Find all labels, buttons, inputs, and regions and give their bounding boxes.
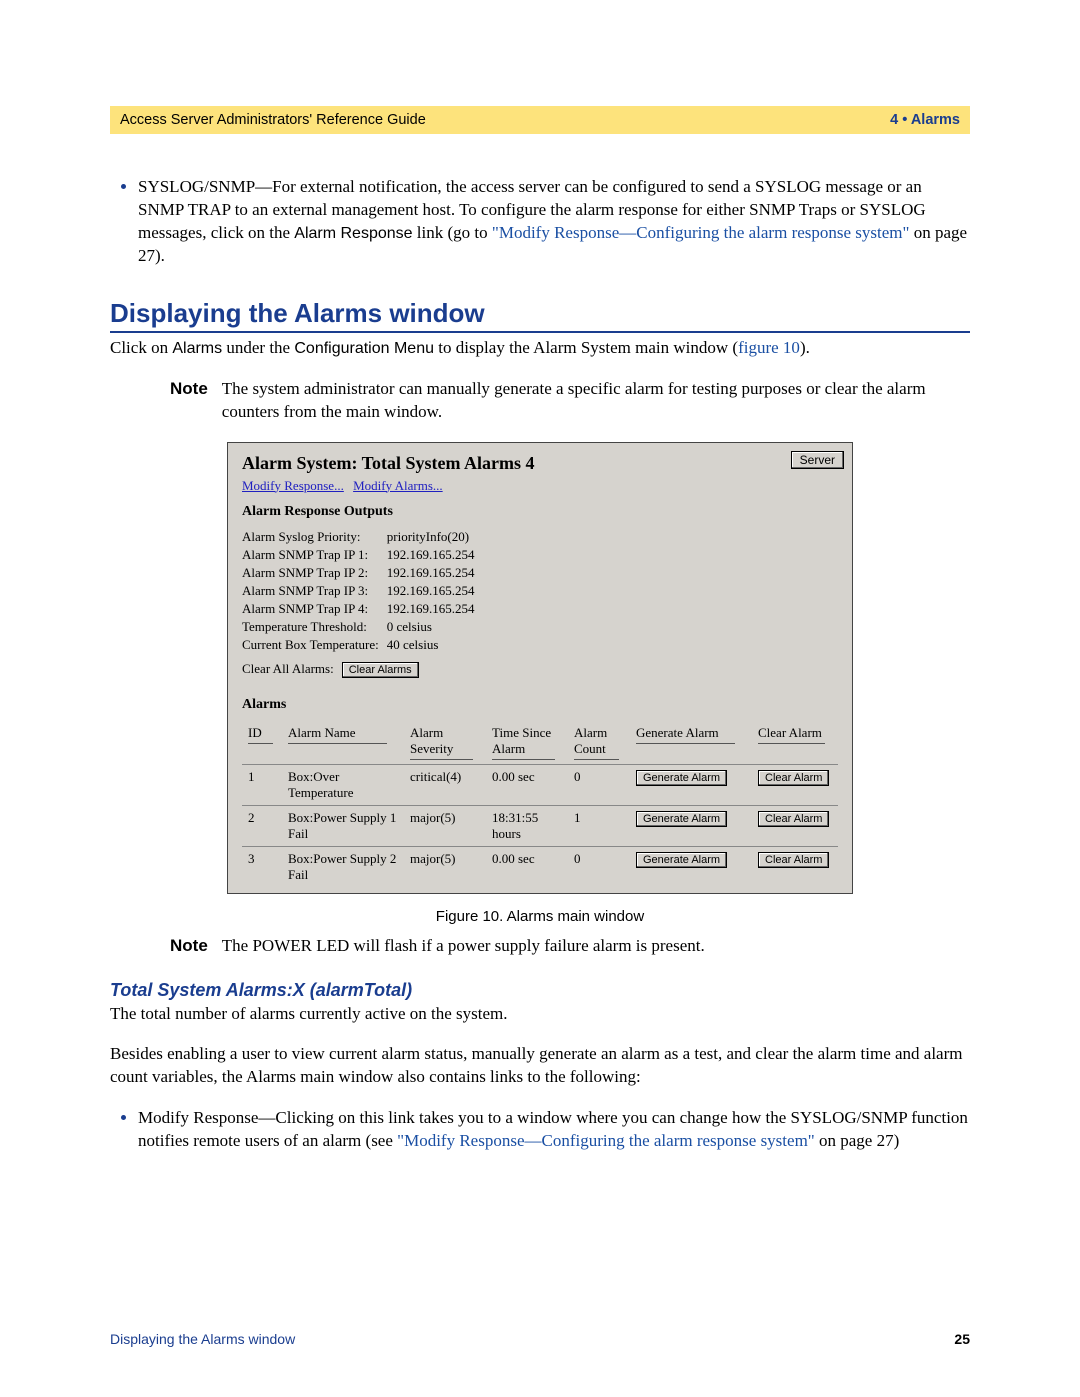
- note-body: The POWER LED will flash if a power supp…: [222, 935, 970, 958]
- link-figure-10[interactable]: figure 10: [738, 338, 800, 357]
- cell-name: Box:Power Supply 2 Fail: [282, 846, 404, 887]
- note-manual-generate: Note The system administrator can manual…: [170, 378, 970, 424]
- subhead-alarms: Alarms: [242, 697, 838, 713]
- cell-id: 2: [242, 805, 282, 846]
- link-modify-alarms[interactable]: Modify Alarms...: [353, 478, 443, 493]
- alarms-table: ID Alarm Name Alarm Severity Time Since …: [242, 721, 838, 887]
- bullet-syslog: SYSLOG/SNMP—For external notification, t…: [138, 176, 970, 268]
- output-label: Temperature Threshold:: [242, 618, 387, 636]
- para-click-alarms: Click on Alarms under the Configuration …: [110, 337, 970, 360]
- output-value: 192.169.165.254: [387, 546, 475, 564]
- cell-count: 0: [568, 846, 630, 887]
- page-footer: Displaying the Alarms window 25: [110, 1331, 970, 1347]
- output-label: Alarm SNMP Trap IP 3:: [242, 582, 387, 600]
- output-value: 40 celsius: [387, 636, 475, 654]
- col-clr: Clear Alarm: [752, 721, 838, 765]
- alarms-screenshot: Server Alarm System: Total System Alarms…: [227, 442, 853, 894]
- generate-alarm-button[interactable]: Generate Alarm: [636, 852, 727, 868]
- note-power-led: Note The POWER LED will flash if a power…: [170, 935, 970, 958]
- links-bullet-list: Modify Response—Clicking on this link ta…: [110, 1107, 970, 1153]
- cell-time: 18:31:55 hours: [486, 805, 568, 846]
- note-label: Note: [170, 378, 208, 424]
- cell-count: 1: [568, 805, 630, 846]
- subhead-outputs: Alarm Response Outputs: [242, 504, 838, 520]
- cell-id: 1: [242, 764, 282, 805]
- cell-id: 3: [242, 846, 282, 887]
- output-label: Current Box Temperature:: [242, 636, 387, 654]
- cell-sev: major(5): [404, 846, 486, 887]
- link-modify-response-top[interactable]: "Modify Response—Configuring the alarm r…: [492, 223, 910, 242]
- link-modify-response-bottom[interactable]: "Modify Response—Configuring the alarm r…: [397, 1131, 815, 1150]
- col-sev: Alarm Severity: [404, 721, 486, 765]
- col-name: Alarm Name: [282, 721, 404, 765]
- cell-name: Box:Power Supply 1 Fail: [282, 805, 404, 846]
- output-label: Alarm SNMP Trap IP 1:: [242, 546, 387, 564]
- intro-bullet-list: SYSLOG/SNMP—For external notification, t…: [110, 176, 970, 268]
- para-total: The total number of alarms currently act…: [110, 1003, 970, 1026]
- figure-caption: Figure 10. Alarms main window: [110, 908, 970, 925]
- clear-alarm-button[interactable]: Clear Alarm: [758, 770, 829, 786]
- col-count: Alarm Count: [568, 721, 630, 765]
- output-value: priorityInfo(20): [387, 528, 475, 546]
- cell-sev: critical(4): [404, 764, 486, 805]
- col-id: ID: [242, 721, 282, 765]
- page-header: Access Server Administrators' Reference …: [110, 106, 970, 134]
- configuration-menu-term: Configuration Menu: [294, 340, 434, 357]
- cell-name: Box:Over Temperature: [282, 764, 404, 805]
- footer-left: Displaying the Alarms window: [110, 1331, 295, 1347]
- output-label: Alarm SNMP Trap IP 4:: [242, 600, 387, 618]
- table-row: 2 Box:Power Supply 1 Fail major(5) 18:31…: [242, 805, 838, 846]
- link-modify-response[interactable]: Modify Response...: [242, 478, 344, 493]
- screenshot-links: Modify Response... Modify Alarms...: [242, 478, 838, 494]
- server-button[interactable]: Server: [791, 451, 844, 469]
- clear-alarms-button[interactable]: Clear Alarms: [342, 662, 419, 678]
- output-value: 192.169.165.254: [387, 582, 475, 600]
- col-gen: Generate Alarm: [630, 721, 752, 765]
- output-label: Alarm SNMP Trap IP 2:: [242, 564, 387, 582]
- footer-page-number: 25: [954, 1331, 970, 1347]
- alarms-term: Alarms: [172, 340, 222, 357]
- alarm-response-term: Alarm Response: [294, 225, 412, 242]
- clear-alarm-button[interactable]: Clear Alarm: [758, 852, 829, 868]
- output-value: 192.169.165.254: [387, 564, 475, 582]
- table-header-row: ID Alarm Name Alarm Severity Time Since …: [242, 721, 838, 765]
- bullet-modify-response: Modify Response—Clicking on this link ta…: [138, 1107, 970, 1153]
- outputs-grid: Alarm Syslog Priority:priorityInfo(20) A…: [242, 528, 475, 654]
- cell-sev: major(5): [404, 805, 486, 846]
- para-besides: Besides enabling a user to view current …: [110, 1043, 970, 1089]
- note-label: Note: [170, 935, 208, 958]
- heading-displaying-alarms: Displaying the Alarms window: [110, 298, 970, 333]
- subheading-total-system-alarms: Total System Alarms:X (alarmTotal): [110, 980, 970, 1001]
- cell-count: 0: [568, 764, 630, 805]
- output-value: 0 celsius: [387, 618, 475, 636]
- clear-all-label: Clear All Alarms:: [242, 660, 342, 679]
- header-left: Access Server Administrators' Reference …: [120, 112, 426, 128]
- table-row: 1 Box:Over Temperature critical(4) 0.00 …: [242, 764, 838, 805]
- generate-alarm-button[interactable]: Generate Alarm: [636, 770, 727, 786]
- table-row: 3 Box:Power Supply 2 Fail major(5) 0.00 …: [242, 846, 838, 887]
- clear-alarm-button[interactable]: Clear Alarm: [758, 811, 829, 827]
- cell-time: 0.00 sec: [486, 764, 568, 805]
- output-value: 192.169.165.254: [387, 600, 475, 618]
- note-body: The system administrator can manually ge…: [222, 378, 970, 424]
- header-right: 4 • Alarms: [890, 112, 960, 128]
- output-label: Alarm Syslog Priority:: [242, 528, 387, 546]
- screenshot-title: Alarm System: Total System Alarms 4: [242, 453, 838, 474]
- col-time: Time Since Alarm: [486, 721, 568, 765]
- cell-time: 0.00 sec: [486, 846, 568, 887]
- generate-alarm-button[interactable]: Generate Alarm: [636, 811, 727, 827]
